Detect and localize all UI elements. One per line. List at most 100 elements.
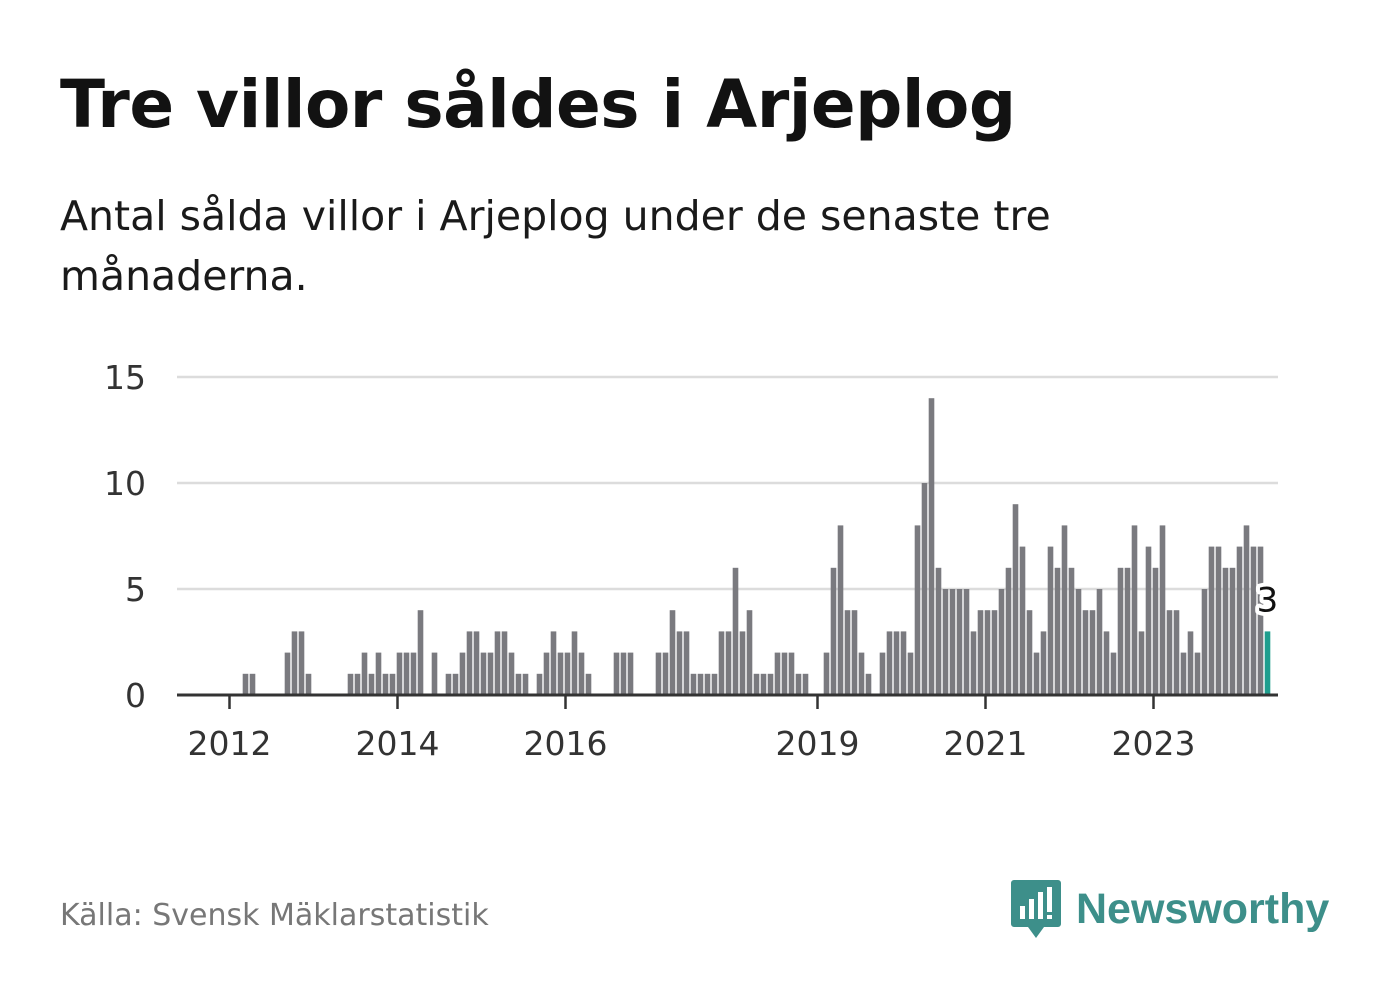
bar (753, 673, 760, 695)
bar (823, 652, 830, 695)
bar (403, 652, 410, 695)
bar (1061, 525, 1068, 695)
bar (627, 652, 634, 695)
bar (788, 652, 795, 695)
bar (879, 652, 886, 695)
bar (858, 652, 865, 695)
bar (851, 610, 858, 695)
bar (1026, 610, 1033, 695)
bar (396, 652, 403, 695)
chart-subtitle: Antal sålda villor i Arjeplog under de s… (60, 192, 1051, 300)
bar (452, 673, 459, 695)
bar (970, 631, 977, 695)
x-tick-label: 2014 (356, 724, 440, 763)
bar (1047, 546, 1054, 695)
bar (1145, 546, 1152, 695)
bar (732, 567, 739, 695)
bar (676, 631, 683, 695)
bar (431, 652, 438, 695)
bar (354, 673, 361, 695)
y-tick-label: 10 (104, 464, 146, 503)
bar (767, 673, 774, 695)
bar (1208, 546, 1215, 695)
brand-name: Newsworthy (1076, 884, 1330, 933)
bar (1257, 546, 1264, 695)
bar (1194, 652, 1201, 695)
bar (760, 673, 767, 695)
bar (1131, 525, 1138, 695)
bar (998, 589, 1005, 695)
bar (1222, 567, 1229, 695)
x-tick-label: 2016 (524, 724, 608, 763)
labels: 0 5 10 15 2012 2014 2016 2019 2021 2023 3 (104, 358, 1282, 763)
bar (837, 525, 844, 695)
bar (1068, 567, 1075, 695)
bar (1229, 567, 1236, 695)
bar (242, 673, 249, 695)
bar (690, 673, 697, 695)
bar (1054, 567, 1061, 695)
bar (494, 631, 501, 695)
bar (914, 525, 921, 695)
bar (284, 652, 291, 695)
bar (935, 567, 942, 695)
bar (655, 652, 662, 695)
bar (844, 610, 851, 695)
bar (921, 483, 928, 695)
bar-chart: 0 5 10 15 2012 2014 2016 2019 2021 2023 3 (104, 358, 1282, 763)
bar (1173, 610, 1180, 695)
bars (242, 398, 1271, 695)
bar (1215, 546, 1222, 695)
bar (1082, 610, 1089, 695)
bar (711, 673, 718, 695)
bar (830, 567, 837, 695)
bar (571, 631, 578, 695)
y-tick-label: 15 (104, 358, 146, 397)
highlight-value-label: 3 (1257, 580, 1279, 620)
bar (298, 631, 305, 695)
x-tick-label: 2012 (188, 724, 272, 763)
bar (508, 652, 515, 695)
bar (795, 673, 802, 695)
bar (389, 673, 396, 695)
bar (410, 652, 417, 695)
bar (718, 631, 725, 695)
bar (459, 652, 466, 695)
bar (361, 652, 368, 695)
bar (1012, 504, 1019, 695)
bar (1117, 567, 1124, 695)
bar (1250, 546, 1257, 695)
bar (1110, 652, 1117, 695)
bar (984, 610, 991, 695)
source-credit: Källa: Svensk Mäklarstatistik (60, 898, 489, 933)
bar (466, 631, 473, 695)
bar (963, 589, 970, 695)
bar (1138, 631, 1145, 695)
newsworthy-brand[interactable]: Newsworthy (1010, 878, 1329, 940)
bar (683, 631, 690, 695)
bar (1040, 631, 1047, 695)
bar (1180, 652, 1187, 695)
newsworthy-logo-icon (1011, 880, 1061, 938)
bar (375, 652, 382, 695)
bar (956, 589, 963, 695)
bar (1005, 567, 1012, 695)
y-tick-label: 5 (125, 570, 146, 609)
bar (907, 652, 914, 695)
bar (487, 652, 494, 695)
bar (1152, 567, 1159, 695)
bar (501, 631, 508, 695)
bar (662, 652, 669, 695)
bar (536, 673, 543, 695)
bar (585, 673, 592, 695)
bar (725, 631, 732, 695)
bar (347, 673, 354, 695)
bar (746, 610, 753, 695)
bar (564, 652, 571, 695)
bar (445, 673, 452, 695)
bar (1019, 546, 1026, 695)
bar (697, 673, 704, 695)
bar (1124, 567, 1131, 695)
x-tick-label: 2023 (1112, 724, 1196, 763)
x-tick-label: 2021 (944, 724, 1028, 763)
